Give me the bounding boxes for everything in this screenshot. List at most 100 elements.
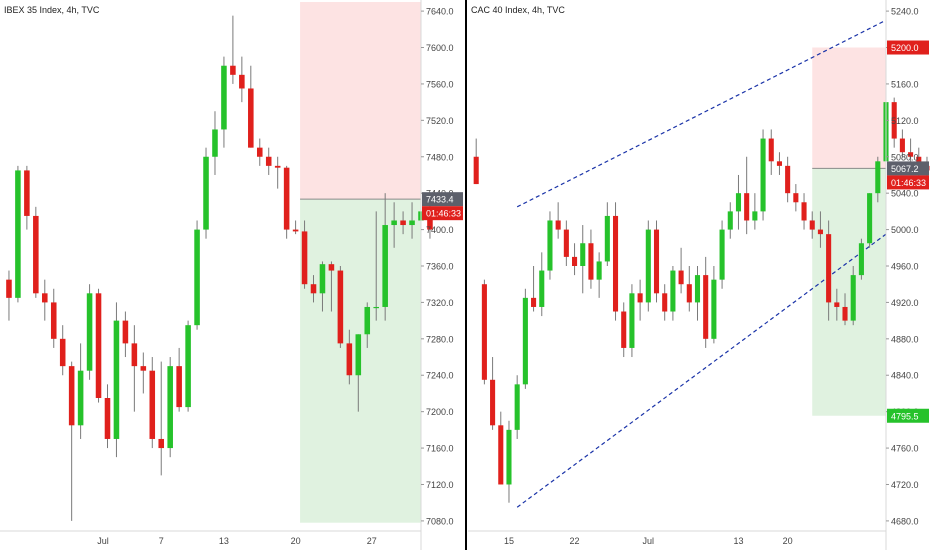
ibex-candle-body[interactable] bbox=[77, 370, 84, 426]
ibex-candle-body[interactable] bbox=[6, 279, 12, 298]
ibex-candle-body[interactable] bbox=[131, 343, 138, 367]
ibex-candle-body[interactable] bbox=[239, 74, 245, 89]
ibex-candle-body[interactable] bbox=[346, 343, 353, 376]
cac-candle-body[interactable] bbox=[473, 156, 479, 185]
cac-candle-body[interactable] bbox=[514, 384, 520, 430]
ibex-candle-body[interactable] bbox=[104, 398, 111, 439]
cac-candle-body[interactable] bbox=[555, 220, 561, 230]
cac-candle-body[interactable] bbox=[711, 279, 717, 339]
cac-chart-pane[interactable]: 4680.04720.04760.04800.04840.04880.04920… bbox=[468, 0, 930, 550]
ibex-candle-body[interactable] bbox=[328, 264, 335, 271]
cac-candle-body[interactable] bbox=[662, 293, 668, 312]
cac-candle-body[interactable] bbox=[637, 293, 643, 303]
cac-candle-body[interactable] bbox=[801, 202, 807, 221]
cac-candle-body[interactable] bbox=[719, 229, 725, 280]
ibex-risk-zone[interactable] bbox=[300, 2, 421, 200]
ibex-candle-body[interactable] bbox=[292, 229, 299, 232]
cac-candle-body[interactable] bbox=[727, 211, 733, 230]
ibex-candle-body[interactable] bbox=[185, 325, 191, 408]
cac-candle-body[interactable] bbox=[580, 243, 586, 266]
cac-candle-body[interactable] bbox=[490, 379, 496, 426]
ibex-candle-body[interactable] bbox=[427, 211, 433, 230]
ibex-candle-body[interactable] bbox=[113, 320, 120, 439]
ibex-candle-body[interactable] bbox=[167, 366, 173, 449]
cac-candle-body[interactable] bbox=[703, 275, 709, 339]
ibex-candle-body[interactable] bbox=[33, 215, 39, 294]
ibex-candle-body[interactable] bbox=[319, 264, 326, 294]
cac-candle-body[interactable] bbox=[752, 211, 758, 221]
cac-candle-body[interactable] bbox=[506, 429, 512, 485]
cac-candle-body[interactable] bbox=[686, 284, 692, 303]
cac-candle-body[interactable] bbox=[842, 306, 848, 321]
ibex-candle-body[interactable] bbox=[24, 170, 30, 216]
cac-candle-body[interactable] bbox=[768, 138, 774, 162]
ibex-candle-body[interactable] bbox=[50, 302, 57, 339]
ibex-candle-body[interactable] bbox=[122, 320, 129, 344]
cac-reward-zone[interactable] bbox=[812, 168, 886, 416]
ibex-candle-body[interactable] bbox=[230, 65, 236, 75]
ibex-candle-body[interactable] bbox=[373, 306, 379, 309]
cac-candle-body[interactable] bbox=[563, 229, 569, 257]
cac-candle-body[interactable] bbox=[785, 165, 791, 194]
cac-candle-body[interactable] bbox=[875, 161, 881, 194]
cac-candle-body[interactable] bbox=[826, 234, 832, 303]
cac-candle-body[interactable] bbox=[809, 220, 815, 230]
cac-candle-body[interactable] bbox=[572, 256, 578, 266]
cac-candle-body[interactable] bbox=[793, 193, 799, 203]
cac-candle-body[interactable] bbox=[588, 243, 594, 280]
ibex-candle-body[interactable] bbox=[15, 170, 21, 298]
ibex-candle-body[interactable] bbox=[274, 165, 281, 168]
cac-candle-body[interactable] bbox=[694, 275, 701, 303]
cac-candle-body[interactable] bbox=[612, 215, 619, 312]
ibex-candle-body[interactable] bbox=[59, 338, 66, 367]
cac-candle-body[interactable] bbox=[817, 229, 823, 235]
ibex-candle-body[interactable] bbox=[203, 156, 209, 230]
cac-channel-upper[interactable] bbox=[516, 19, 887, 208]
cac-candle-body[interactable] bbox=[678, 270, 684, 285]
ibex-candle-body[interactable] bbox=[176, 366, 182, 408]
cac-candle-body[interactable] bbox=[629, 293, 635, 348]
cac-candle-body[interactable] bbox=[735, 193, 742, 212]
cac-candle-body[interactable] bbox=[539, 270, 545, 307]
cac-candle-body[interactable] bbox=[547, 220, 553, 271]
cac-candle-body[interactable] bbox=[891, 102, 897, 139]
ibex-candle-body[interactable] bbox=[68, 366, 75, 426]
cac-candle-body[interactable] bbox=[531, 297, 537, 307]
ibex-candle-body[interactable] bbox=[256, 147, 263, 157]
ibex-candle-body[interactable] bbox=[400, 220, 406, 226]
cac-candle-body[interactable] bbox=[760, 138, 766, 212]
ibex-candle-body[interactable] bbox=[158, 438, 165, 449]
cac-candle-body[interactable] bbox=[744, 193, 750, 221]
ibex-candle-body[interactable] bbox=[221, 65, 227, 130]
cac-candle-body[interactable] bbox=[776, 161, 782, 166]
ibex-candle-body[interactable] bbox=[42, 293, 48, 303]
ibex-candle-body[interactable] bbox=[391, 220, 397, 226]
ibex-candle-body[interactable] bbox=[248, 88, 254, 148]
cac-candle-body[interactable] bbox=[604, 215, 610, 262]
cac-candle-body[interactable] bbox=[653, 229, 660, 294]
ibex-candle-body[interactable] bbox=[301, 231, 308, 285]
ibex-chart-pane[interactable]: 7080.0 7120.0 7160.0 7200.0 7240.0 7280.0 7320… bbox=[0, 0, 463, 550]
ibex-candle-body[interactable] bbox=[194, 229, 200, 326]
cac-candle-body[interactable] bbox=[916, 156, 922, 166]
cac-candle-body[interactable] bbox=[621, 311, 627, 348]
cac-candle-body[interactable] bbox=[867, 193, 873, 244]
cac-risk-zone[interactable] bbox=[812, 47, 886, 169]
cac-candle-body[interactable] bbox=[498, 425, 504, 485]
ibex-candle-body[interactable] bbox=[337, 270, 344, 344]
ibex-candle-body[interactable] bbox=[265, 156, 272, 166]
ibex-candle-body[interactable] bbox=[364, 306, 371, 335]
cac-candle-body[interactable] bbox=[645, 229, 651, 303]
ibex-candle-body[interactable] bbox=[140, 366, 147, 371]
cac-candle-body[interactable] bbox=[899, 138, 905, 153]
ibex-candle-body[interactable] bbox=[212, 129, 218, 157]
ibex-candle-body[interactable] bbox=[95, 293, 102, 398]
cac-candle-body[interactable] bbox=[481, 284, 487, 380]
ibex-candle-body[interactable] bbox=[149, 370, 156, 439]
cac-candle-body[interactable] bbox=[850, 275, 856, 321]
ibex-candle-body[interactable] bbox=[382, 225, 388, 307]
cac-candle-body[interactable] bbox=[596, 261, 602, 280]
cac-candle-body[interactable] bbox=[670, 270, 676, 312]
cac-candle-body[interactable] bbox=[522, 297, 528, 385]
cac-candle-body[interactable] bbox=[908, 152, 914, 157]
